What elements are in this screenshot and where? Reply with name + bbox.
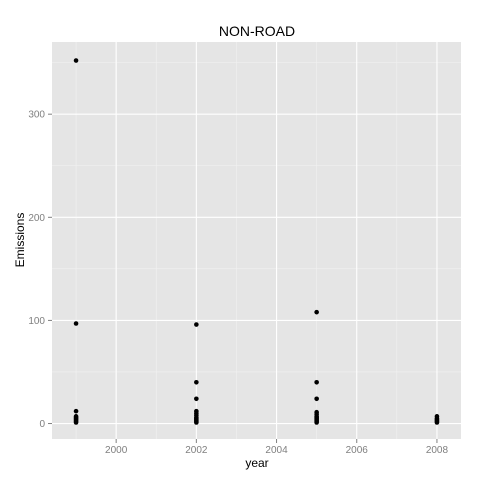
data-point: [314, 420, 319, 425]
data-point: [314, 309, 319, 315]
y-tick-label: 100: [28, 316, 45, 327]
data-point: [314, 396, 319, 402]
y-tick-label: 0: [39, 419, 45, 430]
data-point: [194, 420, 199, 425]
data-point: [73, 321, 79, 326]
data-point: [73, 408, 79, 414]
y-axis-label: Emissions: [13, 213, 27, 268]
data-points: [73, 58, 440, 425]
y-tick-label: 300: [28, 110, 45, 121]
x-tick-label: 2000: [105, 445, 128, 456]
data-point: [194, 322, 199, 327]
data-point: [314, 379, 319, 385]
x-tick-label: 2002: [185, 445, 208, 456]
y-tick-label: 200: [28, 213, 45, 224]
y-axis-ticks: 0 100 200 300: [28, 110, 52, 430]
data-point: [194, 379, 199, 385]
data-point: [434, 420, 440, 425]
x-tick-label: 2004: [265, 445, 288, 456]
data-point: [73, 58, 79, 63]
x-axis-label: year: [245, 456, 268, 470]
minor-gridlines: [52, 42, 461, 439]
data-point: [194, 396, 199, 402]
data-point: [73, 420, 79, 425]
plot-panel: [52, 42, 461, 439]
major-gridlines: [52, 42, 461, 439]
x-axis-ticks: 2000 2002 2004 2006 2008: [105, 439, 449, 456]
chart-title: NON-ROAD: [219, 23, 295, 39]
x-tick-label: 2006: [346, 445, 369, 456]
x-tick-label: 2008: [426, 445, 449, 456]
